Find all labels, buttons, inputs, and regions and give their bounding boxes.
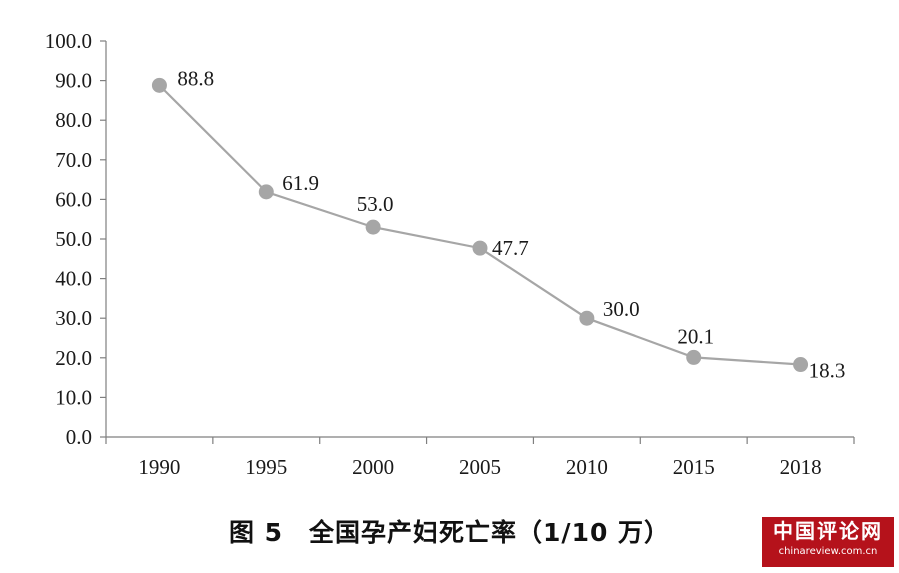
y-tick-label: 100.0 <box>45 29 92 53</box>
y-tick-label: 10.0 <box>55 385 92 409</box>
data-label: 30.0 <box>603 297 640 321</box>
y-tick-label: 0.0 <box>66 425 92 449</box>
x-tick-label: 1995 <box>245 455 287 479</box>
line-chart: 0.0 10.0 20.0 30.0 40.0 50.0 60.0 70.0 80.0 90.0 1… <box>45 29 855 479</box>
y-tick-label: 40.0 <box>55 267 92 291</box>
data-point <box>686 349 702 365</box>
data-point <box>793 357 809 373</box>
x-tick-label: 2010 <box>566 455 608 479</box>
y-tick-label: 50.0 <box>55 227 92 251</box>
y-tick-label: 60.0 <box>55 187 92 211</box>
data-label: 53.0 <box>357 192 394 216</box>
data-point <box>472 240 488 256</box>
data-label: 88.8 <box>177 66 214 90</box>
watermark-url: chinareview.com.cn <box>778 546 878 557</box>
y-tick-label: 90.0 <box>55 69 92 93</box>
figure-caption: 图 5 全国孕产妇死亡率（1/10 万） <box>228 518 671 547</box>
y-tick-label: 20.0 <box>55 346 92 370</box>
data-point <box>258 184 274 200</box>
x-tick-label: 2015 <box>673 455 715 479</box>
y-tick-label: 80.0 <box>55 108 92 132</box>
series-line <box>158 84 801 366</box>
x-tick-label: 1990 <box>138 455 180 479</box>
x-tick-label: 2018 <box>780 455 822 479</box>
watermark-title: 中国评论网 <box>773 519 883 543</box>
data-point <box>365 219 381 235</box>
data-label: 20.1 <box>677 324 714 348</box>
data-label: 47.7 <box>492 236 529 260</box>
data-point <box>151 77 167 93</box>
x-tick-label: 2000 <box>352 455 394 479</box>
data-label: 18.3 <box>809 359 846 383</box>
data-label: 61.9 <box>282 171 319 195</box>
data-point <box>579 310 595 326</box>
y-tick-label: 70.0 <box>55 148 92 172</box>
watermark-logo: 中国评论网 chinareview.com.cn <box>762 517 894 567</box>
y-tick-label: 30.0 <box>55 306 92 330</box>
x-tick-label: 2005 <box>459 455 501 479</box>
